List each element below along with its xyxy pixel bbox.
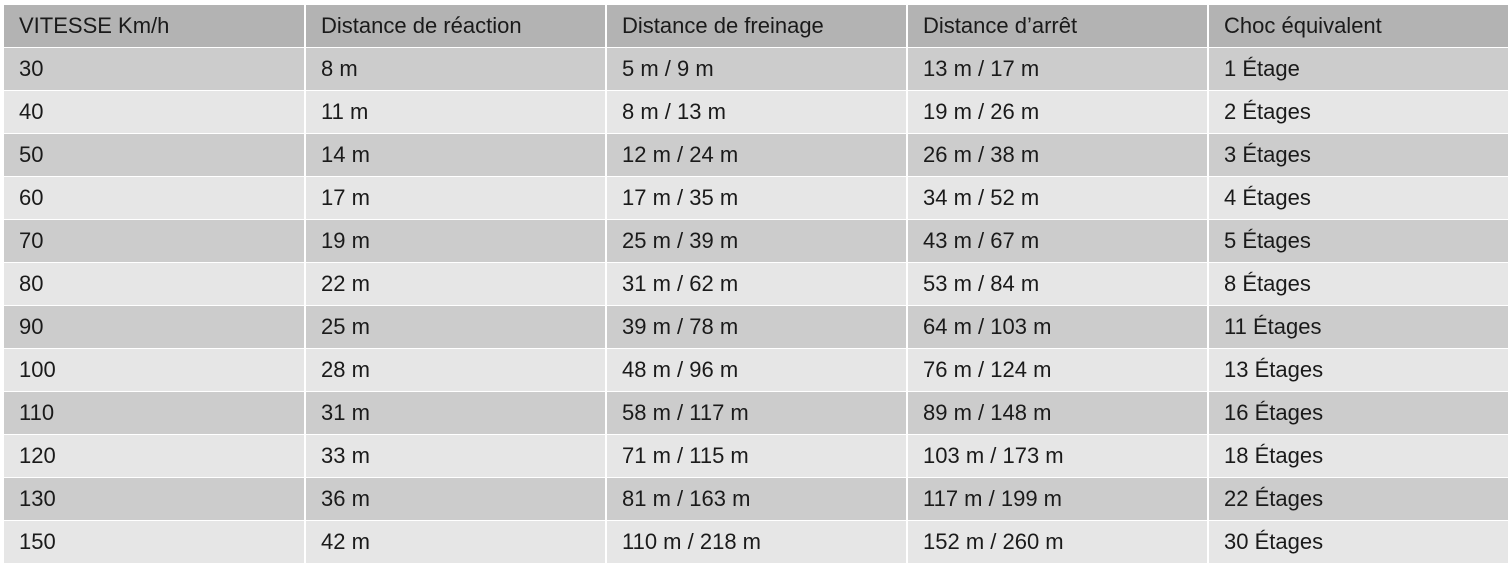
table-cell: 30 Étages [1208, 520, 1510, 564]
table-cell: 58 m / 117 m [606, 391, 908, 435]
table-cell: 89 m / 148 m [907, 391, 1209, 435]
table-cell: 39 m / 78 m [606, 305, 908, 349]
column-header: Distance de freinage [606, 4, 908, 48]
table-cell: 100 [4, 348, 306, 392]
column-header: Distance de réaction [305, 4, 607, 48]
table-cell: 25 m / 39 m [606, 219, 908, 263]
table-cell: 130 [4, 477, 306, 521]
table-cell: 34 m / 52 m [907, 176, 1209, 220]
table-cell: 14 m [305, 133, 607, 177]
table-cell: 26 m / 38 m [907, 133, 1209, 177]
table-cell: 90 [4, 305, 306, 349]
table-cell: 12 m / 24 m [606, 133, 908, 177]
table-cell: 3 Étages [1208, 133, 1510, 177]
column-header: Distance d’arrêt [907, 4, 1209, 48]
table-cell: 11 m [305, 90, 607, 134]
table-cell: 81 m / 163 m [606, 477, 908, 521]
table-cell: 110 m / 218 m [606, 520, 908, 564]
table-cell: 18 Étages [1208, 434, 1510, 478]
table-cell: 33 m [305, 434, 607, 478]
table-cell: 31 m [305, 391, 607, 435]
table-cell: 53 m / 84 m [907, 262, 1209, 306]
table-cell: 103 m / 173 m [907, 434, 1209, 478]
column-header: VITESSE Km/h [4, 4, 306, 48]
table-row: 120 33 m 71 m / 115 m 103 m / 173 m 18 Étage… [4, 434, 1510, 478]
table-row: 150 42 m 110 m / 218 m 152 m / 260 m 30 Étag… [4, 520, 1510, 564]
table-row: 130 36 m 81 m / 163 m 117 m / 199 m 22 Étage… [4, 477, 1510, 521]
table-cell: 13 Étages [1208, 348, 1510, 392]
table-cell: 43 m / 67 m [907, 219, 1209, 263]
table-cell: 8 m / 13 m [606, 90, 908, 134]
table-cell: 150 [4, 520, 306, 564]
table-cell: 28 m [305, 348, 607, 392]
table-cell: 31 m / 62 m [606, 262, 908, 306]
table-cell: 8 Étages [1208, 262, 1510, 306]
table-cell: 36 m [305, 477, 607, 521]
table-cell: 25 m [305, 305, 607, 349]
column-header: Choc équivalent [1208, 4, 1510, 48]
table-cell: 120 [4, 434, 306, 478]
table-cell: 8 m [305, 47, 607, 91]
table-cell: 19 m / 26 m [907, 90, 1209, 134]
table-row: 90 25 m 39 m / 78 m 64 m / 103 m 11 Étages [4, 305, 1510, 349]
table-cell: 80 [4, 262, 306, 306]
table-cell: 4 Étages [1208, 176, 1510, 220]
table-cell: 76 m / 124 m [907, 348, 1209, 392]
table-cell: 64 m / 103 m [907, 305, 1209, 349]
table-cell: 40 [4, 90, 306, 134]
table-cell: 22 m [305, 262, 607, 306]
table-cell: 17 m [305, 176, 607, 220]
table-cell: 71 m / 115 m [606, 434, 908, 478]
table-cell: 152 m / 260 m [907, 520, 1209, 564]
table-cell: 5 Étages [1208, 219, 1510, 263]
table-cell: 48 m / 96 m [606, 348, 908, 392]
table-cell: 30 [4, 47, 306, 91]
stopping-distance-table: VITESSE Km/h Distance de réaction Distance… [4, 4, 1510, 564]
table-cell: 5 m / 9 m [606, 47, 908, 91]
table-cell: 50 [4, 133, 306, 177]
table-cell: 42 m [305, 520, 607, 564]
table-cell: 22 Étages [1208, 477, 1510, 521]
table-cell: 13 m / 17 m [907, 47, 1209, 91]
table-cell: 16 Étages [1208, 391, 1510, 435]
table-cell: 70 [4, 219, 306, 263]
table-cell: 2 Étages [1208, 90, 1510, 134]
table-row: 100 28 m 48 m / 96 m 76 m / 124 m 13 Étages [4, 348, 1510, 392]
table-cell: 117 m / 199 m [907, 477, 1209, 521]
table-cell: 11 Étages [1208, 305, 1510, 349]
table-cell: 60 [4, 176, 306, 220]
table-cell: 19 m [305, 219, 607, 263]
table-cell: 1 Étage [1208, 47, 1510, 91]
table-cell: 17 m / 35 m [606, 176, 908, 220]
table-row: 110 31 m 58 m / 117 m 89 m / 148 m 16 Étages [4, 391, 1510, 435]
table-cell: 110 [4, 391, 306, 435]
table-header-row: VITESSE Km/h Distance de réaction Distance… [4, 4, 1510, 48]
